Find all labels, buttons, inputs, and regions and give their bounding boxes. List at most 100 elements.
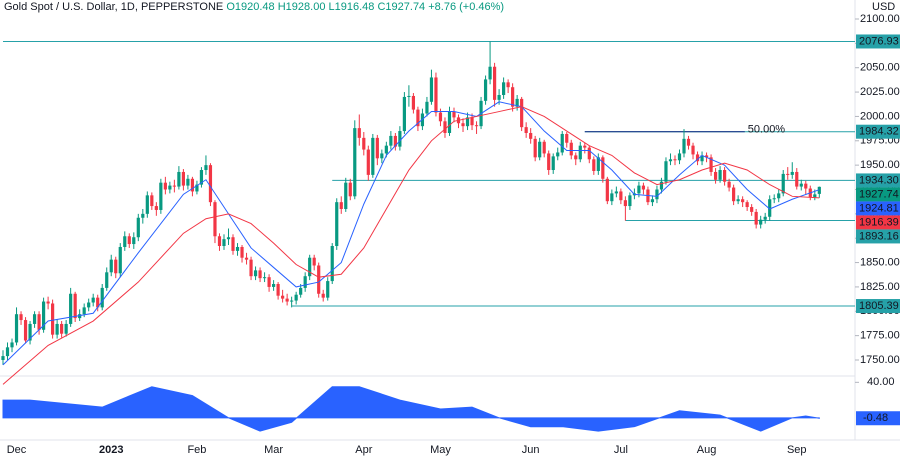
candle-body: [172, 185, 176, 187]
candle-body: [154, 206, 158, 210]
x-tick-label: Jul: [614, 444, 628, 456]
candle-body: [294, 294, 298, 301]
level-label-box: [856, 34, 900, 49]
x-tick-label: Apr: [355, 444, 372, 456]
candle-body: [538, 141, 542, 158]
fib-label: 50.00%: [748, 124, 786, 136]
candle-body: [700, 155, 704, 162]
candle-body: [82, 307, 86, 315]
candle-body: [601, 157, 605, 179]
level-label-box: [856, 229, 900, 244]
candle-body: [96, 297, 100, 308]
candle-body: [235, 246, 240, 251]
candle-body: [105, 272, 109, 288]
candle-body: [267, 277, 271, 287]
plot: 50.00%: [1, 40, 855, 432]
currency: USD: [872, 1, 895, 13]
candle-body: [718, 170, 722, 180]
candle-body: [91, 297, 95, 303]
candle-body: [190, 178, 195, 192]
close: C1927.74: [377, 1, 425, 13]
candle-body: [732, 187, 736, 202]
candle-body: [447, 111, 452, 133]
last-price-label-box: [856, 187, 900, 202]
candle-body: [78, 314, 82, 319]
candle-body: [37, 314, 41, 330]
candle-body: [330, 246, 334, 282]
candle-body: [262, 277, 267, 279]
candle-body: [817, 186, 821, 194]
candle-body: [713, 171, 718, 180]
y-tick-label: 1750.00: [860, 354, 900, 366]
candle-body: [556, 152, 560, 157]
symbol: Gold Spot / U.S. Dollar, 1D, PEPPERSTONE: [4, 1, 223, 13]
candle-body: [339, 202, 343, 209]
candle-body: [745, 202, 749, 208]
candle-body: [150, 195, 154, 207]
candle-body: [429, 77, 434, 102]
candle-body: [411, 95, 416, 110]
candle-body: [384, 145, 388, 154]
candle-body: [177, 171, 181, 187]
oscillator-area: [2, 386, 820, 432]
candle-body: [511, 87, 515, 107]
candle-body: [312, 257, 316, 266]
candle-body: [281, 295, 285, 299]
x-tick-label: 2023: [99, 444, 123, 456]
chart-header: Gold Spot / U.S. Dollar, 1D, PEPPERSTONE…: [4, 1, 504, 13]
candle-body: [565, 133, 569, 143]
x-tick-label: Aug: [697, 444, 717, 456]
candle-body: [1, 356, 5, 360]
candle-body: [529, 132, 533, 139]
line-value-label-box: [856, 215, 900, 230]
candle-body: [515, 98, 519, 107]
level-label: 2076.93: [859, 35, 899, 47]
candle-body: [763, 216, 767, 220]
candle-body: [60, 323, 64, 334]
candle-body: [790, 171, 794, 175]
candle-body: [303, 276, 307, 288]
candle-body: [587, 147, 591, 160]
candle-body: [253, 270, 258, 277]
candle-body: [623, 200, 627, 207]
candle-body: [14, 314, 19, 343]
candle-body: [393, 135, 397, 147]
candle-body: [159, 182, 163, 210]
candle-body: [163, 182, 167, 190]
candle-body: [398, 131, 402, 147]
candle-body: [727, 181, 731, 188]
candle-body: [335, 202, 339, 247]
candle-body: [51, 303, 55, 335]
candle-body: [605, 178, 609, 202]
candle-body: [317, 265, 321, 294]
candle-body: [637, 185, 641, 194]
candle-body: [226, 237, 231, 240]
axes: 2100.002075.002050.002025.002000.001975.…: [7, 13, 900, 456]
candle-body: [650, 199, 655, 203]
candle-body: [754, 211, 758, 225]
level-label-box: [856, 173, 900, 188]
candle-body: [299, 287, 303, 295]
candle-body: [655, 189, 659, 200]
candle-body: [290, 300, 294, 302]
candle-body: [402, 96, 406, 132]
open: O1920.48: [226, 1, 274, 13]
x-tick-label: Mar: [264, 444, 283, 456]
change: +8.76 (+0.46%): [428, 1, 504, 13]
candle-body: [285, 298, 289, 302]
candle-body: [10, 342, 14, 348]
candle-body: [709, 157, 713, 172]
last-price-label: 1927.74: [859, 188, 899, 200]
level-label: 1934.30: [859, 174, 899, 186]
line-value-label-box: [856, 201, 900, 216]
candle-body: [276, 284, 280, 296]
candle-body: [213, 202, 217, 237]
candle-body: [619, 191, 623, 201]
candle-body: [438, 112, 443, 122]
candle-body: [217, 236, 222, 247]
candle-body: [136, 217, 140, 238]
candle-body: [772, 198, 776, 200]
moving-average: [2, 106, 820, 385]
